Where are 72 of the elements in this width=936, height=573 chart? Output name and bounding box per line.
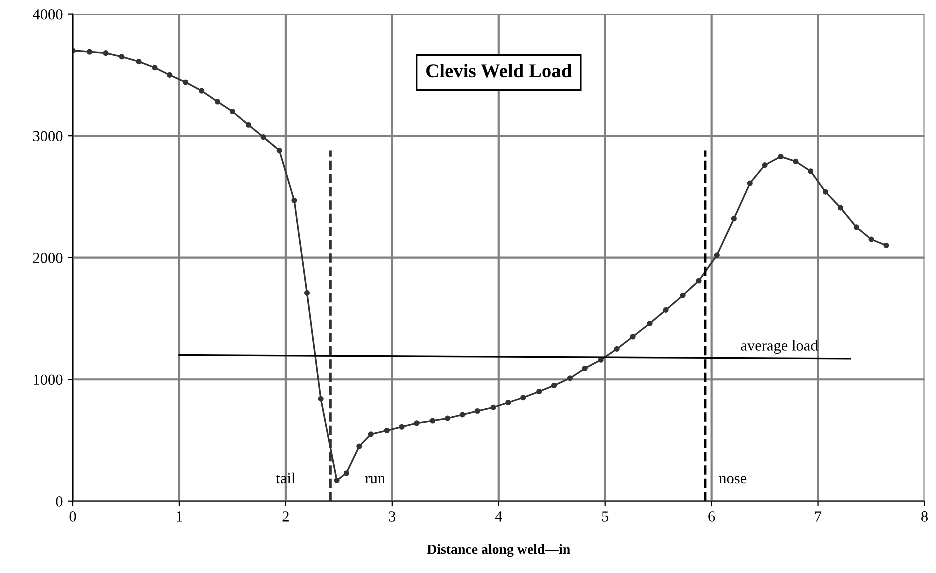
point (582, 366, 588, 372)
point (490, 404, 496, 410)
point (536, 389, 542, 395)
point (215, 99, 221, 105)
point (747, 180, 753, 186)
point (384, 428, 390, 434)
point (551, 382, 558, 388)
point (276, 148, 282, 154)
point (430, 418, 436, 424)
point (344, 470, 350, 476)
x-tick-label: 2 (282, 512, 289, 522)
point (318, 396, 324, 402)
point (868, 236, 874, 242)
point (414, 420, 420, 426)
x-tick-label: 7 (815, 512, 822, 522)
y-tick-label: 1000 (34, 374, 63, 386)
y-tick-label: 4000 (33, 9, 63, 20)
point (86, 49, 92, 55)
point (731, 216, 737, 222)
point (292, 198, 298, 204)
annotation: run (366, 476, 386, 484)
point (399, 424, 405, 430)
point (183, 80, 189, 86)
annotation: nose (719, 476, 747, 484)
point (136, 59, 142, 65)
point (614, 346, 620, 352)
annotation: tail (276, 472, 296, 484)
y-tick-label: 2000 (33, 252, 63, 264)
x-tick-label: 6 (708, 512, 716, 522)
point (246, 122, 252, 128)
point (103, 50, 109, 56)
point (460, 412, 466, 418)
point (680, 292, 686, 298)
point (445, 416, 451, 422)
x-tick-label: 8 (922, 512, 928, 522)
point (199, 88, 205, 94)
point (356, 444, 362, 450)
point (793, 158, 799, 164)
point (647, 320, 653, 326)
point (838, 205, 844, 211)
point (119, 54, 125, 60)
point (152, 65, 158, 71)
point (663, 307, 669, 313)
point (304, 290, 310, 296)
x-axis-title: Distance along weld—in (427, 544, 570, 558)
point (520, 395, 526, 401)
point (778, 154, 784, 160)
text: Clevis Weld Load (426, 64, 572, 78)
y-tick-label: 3000 (33, 131, 63, 142)
point (474, 408, 480, 414)
point (714, 252, 720, 258)
point (630, 334, 636, 340)
point (696, 278, 702, 284)
x-tick-label: 5 (602, 512, 609, 522)
point (808, 168, 814, 174)
x-tick-label: 1 (177, 512, 182, 522)
point (230, 108, 236, 115)
point (762, 162, 768, 168)
point (854, 224, 860, 230)
x-tick-label: 3 (389, 512, 396, 522)
point (506, 400, 512, 406)
x-tick-label: 0 (70, 512, 76, 522)
point (334, 478, 340, 484)
point (368, 432, 374, 438)
point (260, 134, 266, 140)
point (822, 189, 829, 195)
point (884, 242, 890, 248)
series-label: average load (741, 340, 818, 354)
point (167, 72, 173, 78)
x-tick-label: 4 (495, 512, 502, 522)
y-tick-label: 0 (56, 496, 63, 507)
point (567, 376, 573, 382)
